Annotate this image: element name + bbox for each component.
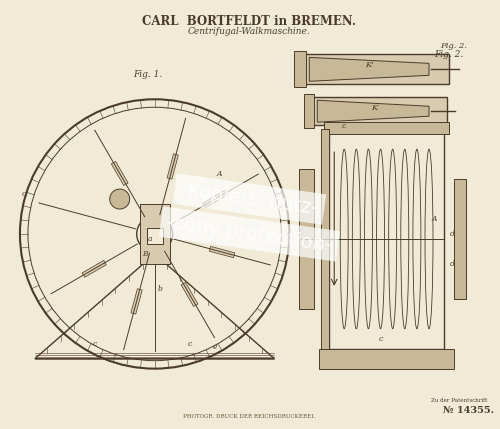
FancyBboxPatch shape <box>454 179 466 299</box>
FancyBboxPatch shape <box>324 122 449 134</box>
Text: PHOTOGR. DRUCK DER REICHSDRUCKEREI.: PHOTOGR. DRUCK DER REICHSDRUCKEREI. <box>184 414 316 419</box>
Text: d: d <box>450 260 454 268</box>
Circle shape <box>144 224 165 244</box>
Text: K: K <box>371 104 378 112</box>
Text: c: c <box>92 340 97 347</box>
Text: A: A <box>216 170 222 178</box>
Text: Fig. 2.: Fig. 2. <box>434 50 464 59</box>
Text: c: c <box>188 340 192 347</box>
Ellipse shape <box>425 149 433 329</box>
Text: Centrifugal-Walkmaschine.: Centrifugal-Walkmaschine. <box>188 27 311 36</box>
Ellipse shape <box>352 149 360 329</box>
Text: c: c <box>379 335 383 343</box>
Text: K': K' <box>365 61 374 69</box>
Text: -copy protection-: -copy protection- <box>166 213 334 255</box>
FancyBboxPatch shape <box>300 54 449 85</box>
Text: e: e <box>212 343 217 350</box>
Text: -Kopierschutz-: -Kopierschutz- <box>179 180 320 218</box>
Ellipse shape <box>364 149 372 329</box>
Polygon shape <box>82 260 106 277</box>
Text: d: d <box>450 230 454 238</box>
FancyBboxPatch shape <box>300 169 314 309</box>
Text: a: a <box>148 235 152 243</box>
Polygon shape <box>318 100 429 122</box>
Ellipse shape <box>401 149 409 329</box>
Text: c: c <box>342 122 346 130</box>
FancyBboxPatch shape <box>322 129 329 349</box>
Polygon shape <box>310 57 429 82</box>
Polygon shape <box>112 161 128 185</box>
FancyBboxPatch shape <box>146 228 162 244</box>
Circle shape <box>110 189 130 209</box>
Text: B: B <box>142 250 148 258</box>
Polygon shape <box>167 154 178 179</box>
FancyBboxPatch shape <box>320 349 454 369</box>
Ellipse shape <box>413 149 421 329</box>
Polygon shape <box>181 282 198 306</box>
Text: b: b <box>157 285 162 293</box>
FancyBboxPatch shape <box>310 97 447 125</box>
Ellipse shape <box>388 149 396 329</box>
Circle shape <box>136 216 172 252</box>
FancyBboxPatch shape <box>304 94 314 128</box>
Polygon shape <box>210 246 235 258</box>
Polygon shape <box>131 289 142 314</box>
FancyBboxPatch shape <box>140 204 170 264</box>
Text: c': c' <box>22 190 28 198</box>
Text: Zu der Patentschrift: Zu der Patentschrift <box>431 398 487 403</box>
Text: Fig. 2.: Fig. 2. <box>440 42 468 50</box>
Text: Fig. 1.: Fig. 1. <box>133 70 162 79</box>
Text: A: A <box>431 215 436 223</box>
Polygon shape <box>203 190 227 208</box>
FancyBboxPatch shape <box>294 51 306 87</box>
Text: CARL  BORTFELDT in BREMEN.: CARL BORTFELDT in BREMEN. <box>142 15 356 28</box>
Text: № 14355.: № 14355. <box>444 406 494 415</box>
Ellipse shape <box>376 149 384 329</box>
Ellipse shape <box>340 149 348 329</box>
